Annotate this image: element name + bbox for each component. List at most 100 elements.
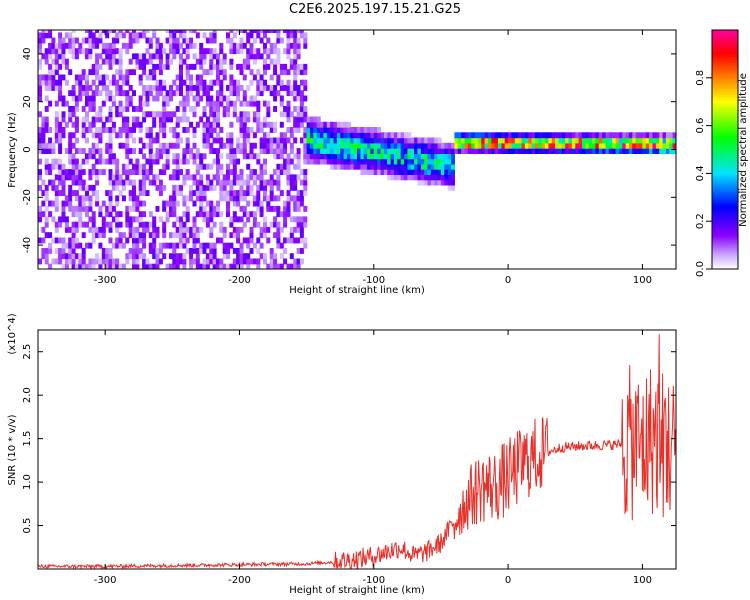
heatmap-cell bbox=[236, 30, 241, 33]
heatmap-cell bbox=[252, 58, 257, 65]
heatmap-cell bbox=[451, 148, 455, 154]
heatmap-cell bbox=[602, 132, 607, 139]
heatmap-cell bbox=[259, 211, 264, 218]
heatmap-cell bbox=[662, 148, 667, 154]
heatmap-cell bbox=[310, 153, 314, 160]
heatmap-cell bbox=[162, 132, 167, 139]
heatmap-cell bbox=[333, 163, 338, 170]
heatmap-cell bbox=[400, 137, 405, 144]
heatmap-cell bbox=[239, 127, 244, 133]
heatmap-cell bbox=[132, 137, 136, 144]
heatmap-cell bbox=[219, 195, 224, 202]
heatmap-cell bbox=[38, 42, 42, 49]
heatmap-cell bbox=[158, 142, 163, 149]
heatmap-cell bbox=[370, 132, 375, 139]
heatmap-cell bbox=[286, 90, 291, 97]
heatmap-cell bbox=[85, 30, 89, 33]
heatmap-cell bbox=[289, 42, 294, 49]
heatmap-cell bbox=[313, 132, 318, 139]
heatmap-cell bbox=[61, 253, 66, 260]
x-tick-label: -100 bbox=[362, 575, 385, 586]
heatmap-cell bbox=[219, 63, 224, 70]
heatmap-cell bbox=[195, 90, 200, 97]
heatmap-cell bbox=[511, 142, 516, 149]
heatmap-cell bbox=[222, 190, 227, 196]
heatmap-cell bbox=[256, 79, 261, 86]
heatmap-cell bbox=[293, 95, 298, 102]
heatmap-cell bbox=[484, 148, 489, 154]
heatmap-cell bbox=[142, 63, 147, 70]
heatmap-cell bbox=[565, 142, 570, 149]
heatmap-cell bbox=[192, 53, 197, 60]
heatmap-cell bbox=[108, 205, 113, 212]
heatmap-cell bbox=[263, 148, 267, 154]
heatmap-cell bbox=[306, 132, 311, 139]
heatmap-cell bbox=[132, 263, 136, 269]
heatmap-cell bbox=[642, 142, 647, 149]
heatmap-cell bbox=[74, 237, 79, 244]
heatmap-cell bbox=[98, 158, 103, 165]
heatmap-cell bbox=[642, 132, 647, 139]
heatmap-cell bbox=[299, 221, 304, 228]
heatmap-cell bbox=[279, 163, 284, 170]
heatmap-cell bbox=[54, 127, 59, 133]
heatmap-cell bbox=[430, 153, 435, 160]
heatmap-cell bbox=[266, 200, 271, 207]
heatmap-cell bbox=[155, 111, 160, 118]
heatmap-cell bbox=[125, 205, 130, 212]
heatmap-cell bbox=[138, 163, 143, 170]
heatmap-cell bbox=[286, 174, 291, 181]
heatmap-cell bbox=[138, 179, 143, 186]
heatmap-cell bbox=[494, 137, 499, 144]
heatmap-cell bbox=[279, 100, 284, 107]
heatmap-cell bbox=[182, 32, 187, 39]
heatmap-cell bbox=[340, 158, 345, 165]
heatmap-cell bbox=[138, 216, 143, 223]
heatmap-cell bbox=[44, 253, 49, 260]
heatmap-cell bbox=[78, 205, 83, 212]
heatmap-cell bbox=[357, 137, 361, 144]
heatmap-cell bbox=[256, 200, 261, 207]
heatmap-cell bbox=[518, 132, 523, 139]
heatmap-cell bbox=[303, 184, 308, 191]
heatmap-cell bbox=[142, 32, 147, 39]
heatmap-cell bbox=[155, 85, 160, 91]
heatmap-cell bbox=[602, 148, 607, 154]
heatmap-cell bbox=[152, 74, 157, 81]
heatmap-cell bbox=[256, 85, 261, 91]
heatmap-cell bbox=[249, 48, 254, 55]
heatmap-cell bbox=[158, 79, 163, 86]
heatmap-cell bbox=[440, 179, 445, 186]
heatmap-cell bbox=[108, 263, 113, 269]
heatmap-cell bbox=[192, 30, 197, 33]
heatmap-cell bbox=[216, 263, 220, 269]
heatmap-cell bbox=[172, 42, 177, 49]
heatmap-cell bbox=[148, 158, 153, 165]
heatmap-cell bbox=[239, 169, 244, 175]
heatmap-cell bbox=[229, 190, 234, 196]
heatmap-cell bbox=[155, 205, 160, 212]
heatmap-cell bbox=[118, 263, 123, 269]
heatmap-cell bbox=[635, 148, 640, 154]
heatmap-cell bbox=[299, 90, 304, 97]
heatmap-cell bbox=[461, 132, 466, 139]
heatmap-cell bbox=[169, 111, 173, 118]
heatmap-cell bbox=[51, 42, 56, 49]
heatmap-cell bbox=[340, 132, 345, 139]
heatmap-cell bbox=[283, 248, 288, 254]
heatmap-cell bbox=[397, 174, 402, 181]
heatmap-cell bbox=[121, 121, 126, 128]
heatmap-cell bbox=[279, 85, 284, 91]
heatmap-cell bbox=[108, 190, 113, 196]
heatmap-cell bbox=[162, 148, 167, 154]
heatmap-cell bbox=[548, 148, 553, 154]
heatmap-cell bbox=[299, 248, 304, 254]
heatmap-cell bbox=[74, 226, 79, 233]
heatmap-cell bbox=[78, 163, 83, 170]
heatmap-cell bbox=[91, 190, 96, 196]
heatmap-cell bbox=[279, 142, 284, 149]
heatmap-cell bbox=[61, 211, 66, 218]
heatmap-cell bbox=[58, 48, 63, 55]
heatmap-cell bbox=[158, 242, 163, 249]
heatmap-cell bbox=[101, 127, 106, 133]
